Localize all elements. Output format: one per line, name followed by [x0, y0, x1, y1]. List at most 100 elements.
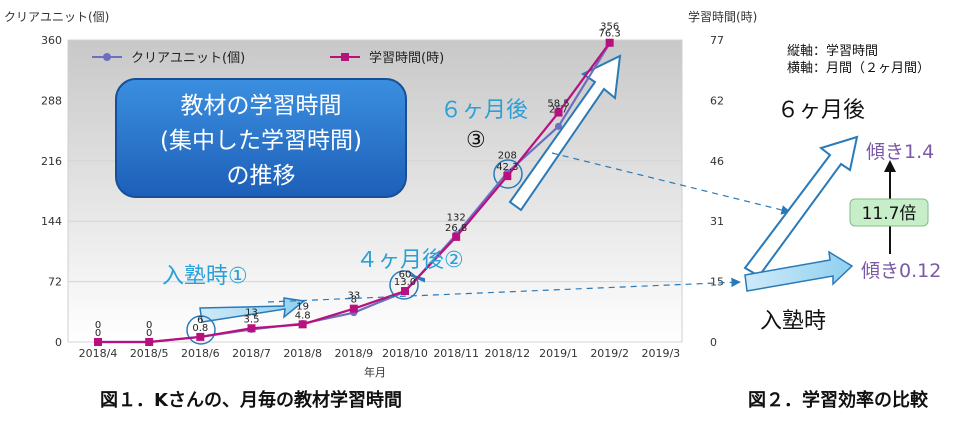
- axes-note-line-2: 横軸：月間（２ヶ月間）: [787, 61, 930, 76]
- data-point-hours: [503, 172, 512, 181]
- x-ticks: 2018/4 2018/5 2018/6 2018/7 2018/8 2018/9 2018…: [79, 347, 681, 360]
- annotation-6months: ６ヶ月後: [440, 98, 528, 123]
- x-axis-label: 年月: [364, 365, 386, 379]
- arrow-flat: [744, 250, 854, 292]
- data-point-hours: [94, 338, 102, 346]
- y-right-tick-label: 77: [710, 34, 724, 47]
- caption-figure-2: 図２．学習効率の比較: [748, 390, 928, 411]
- y-right-tick-label: 15: [710, 276, 724, 289]
- connector-start: [267, 277, 741, 303]
- data-point-hours: [196, 332, 205, 341]
- data-label-hours: 0: [95, 328, 101, 339]
- annotation-3: ③: [466, 128, 486, 153]
- data-label-hours: 0: [146, 328, 152, 339]
- data-point-hours: [554, 108, 563, 117]
- x-tick-label: 2018/8: [283, 347, 322, 360]
- annotation-4months: ４ヶ月後②: [356, 248, 464, 273]
- data-point-units: [555, 122, 562, 130]
- highlight-circle-6months: [493, 159, 523, 189]
- data-point-hours: [605, 38, 614, 47]
- label-6months: ６ヶ月後: [777, 98, 865, 123]
- data-label-units: 208: [498, 151, 517, 162]
- highlight-circle-4months: [389, 270, 419, 300]
- data-label-hours: 42.3: [496, 162, 518, 173]
- x-tick-label: 2018/9: [334, 347, 373, 360]
- data-label-units: 0: [146, 320, 152, 331]
- connector-6months: [551, 152, 791, 215]
- data-label-hours: 58.5: [547, 99, 569, 110]
- data-label-hours: 13.0: [394, 277, 416, 288]
- x-tick-label: 2018/12: [484, 347, 530, 360]
- data-label-units: 0: [95, 320, 101, 331]
- y-left-tick-label: 360: [41, 34, 62, 47]
- title-line-1: 教材の学習時間: [181, 93, 342, 119]
- title-line-3: の推移: [227, 163, 296, 189]
- x-tick-label: 2018/6: [181, 347, 220, 360]
- x-tick-label: 2018/4: [79, 347, 118, 360]
- x-tick-label: 2019/3: [641, 347, 680, 360]
- y-right-ticks: 0 15 31 46 62 77: [710, 34, 724, 349]
- slope-after: 傾き1.4: [866, 141, 934, 163]
- y-right-tick-label: 62: [710, 94, 724, 107]
- data-point-hours: [349, 304, 358, 313]
- legend-label-units: クリアユニット(個): [131, 51, 245, 66]
- chart-2: 縦軸：学習時間 横軸：月間（２ヶ月間） ６ヶ月後 傾き1.4 傾き0.12 11…: [743, 43, 941, 334]
- x-tick-label: 2019/1: [539, 347, 578, 360]
- data-label-hours: 0.8: [192, 323, 208, 334]
- y-right-axis-label: 学習時間(時): [688, 9, 757, 24]
- arrow-steep: [743, 135, 859, 278]
- x-tick-label: 2018/11: [433, 347, 479, 360]
- data-label-hours: 8: [351, 295, 357, 306]
- data-point-hours: [247, 324, 256, 333]
- y-left-tick-label: 288: [41, 94, 62, 107]
- slope-start: 傾き0.12: [861, 260, 941, 282]
- data-label-units: 356: [600, 21, 619, 32]
- legend-marker-units: [103, 53, 111, 61]
- legend: クリアユニット(個) 学習時間(時): [92, 50, 444, 66]
- y-right-tick-label: 0: [710, 336, 717, 349]
- data-point-hours: [452, 232, 461, 241]
- data-label-units: 132: [447, 213, 466, 224]
- data-label-hours: 26.8: [445, 223, 467, 234]
- series-layer: 00613193360132208257356000.83.54.8813.02…: [94, 21, 621, 346]
- chart-1: クリアユニット(個) 学習時間(時) 年月 0 72 144 216 288 360 0 1…: [4, 9, 791, 379]
- data-label-units: 60: [399, 270, 412, 281]
- axes-note-line-1: 縦軸：学習時間: [787, 43, 878, 59]
- data-label-units: 19: [296, 302, 309, 313]
- legend-marker-hours: [341, 53, 349, 61]
- label-start: 入塾時: [760, 309, 826, 334]
- x-tick-label: 2018/5: [130, 347, 169, 360]
- ratio-arrow-head: [884, 160, 896, 172]
- title-line-2: (集中した学習時間): [160, 128, 362, 154]
- ratio-box: [849, 198, 929, 227]
- y-left-tick-label: 216: [41, 155, 62, 168]
- data-point-hours: [401, 287, 409, 296]
- data-label-units: 33: [347, 291, 360, 302]
- y-left-axis-label: クリアユニット(個): [4, 10, 109, 24]
- y-left-ticks: 0 72 144 216 288 360: [41, 34, 62, 349]
- ratio-label: 11.7倍: [862, 204, 917, 224]
- annotation-start: 入塾時①: [162, 264, 248, 289]
- data-label-hours: 3.5: [244, 314, 260, 325]
- data-label-hours: 76.3: [599, 29, 621, 40]
- y-left-tick-label: 72: [48, 276, 62, 289]
- x-tick-label: 2018/10: [382, 347, 428, 360]
- y-right-tick-label: 31: [710, 215, 724, 228]
- x-tick-label: 2019/2: [590, 347, 629, 360]
- highlight-circle-start: [186, 315, 216, 345]
- legend-label-hours: 学習時間(時): [369, 50, 444, 66]
- data-label-hours: 4.8: [295, 310, 311, 321]
- arrow-start: [199, 297, 306, 323]
- title-box: 教材の学習時間 (集中した学習時間) の推移: [115, 78, 407, 198]
- data-point-hours: [298, 320, 307, 329]
- y-right-tick-label: 46: [710, 155, 724, 168]
- data-point-hours: [145, 338, 154, 346]
- data-label-units: 13: [245, 307, 258, 318]
- data-label-units: 6: [197, 315, 203, 326]
- x-tick-label: 2018/7: [232, 347, 271, 360]
- y-left-tick-label: 0: [55, 336, 62, 349]
- y-left-tick-label: 144: [41, 215, 62, 228]
- caption-figure-1: 図１．Kさんの、月毎の教材学習時間: [100, 390, 402, 411]
- arrow-6months: [508, 54, 622, 212]
